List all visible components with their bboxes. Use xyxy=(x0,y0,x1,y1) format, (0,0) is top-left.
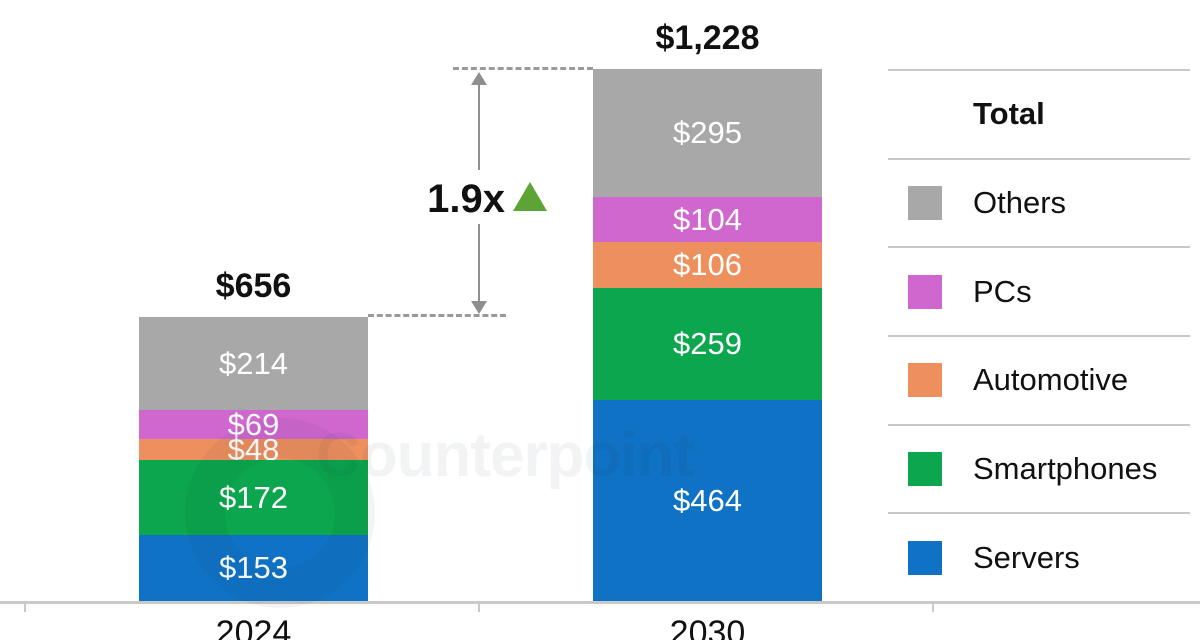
legend-item-smartphones: Smartphones xyxy=(888,423,1190,513)
legend-label: Servers xyxy=(973,539,1080,575)
growth-multiplier-label: 1.9x xyxy=(427,177,505,221)
arrow-up-icon xyxy=(471,72,487,85)
x-axis-label-2024: 2024 xyxy=(215,614,292,640)
segment-value-label: $214 xyxy=(219,345,288,381)
arrow-shaft-top xyxy=(478,84,480,170)
legend-swatch-pcs xyxy=(908,274,942,309)
legend-label: Smartphones xyxy=(973,451,1158,487)
upper-dashed-guide-line xyxy=(453,67,593,70)
x-axis-label-2030: 2030 xyxy=(669,614,746,640)
segment-value-label: $464 xyxy=(673,482,742,518)
lower-dashed-guide-line xyxy=(368,314,506,317)
bar-segment-servers-2030: $464 xyxy=(593,400,822,601)
arrow-shaft-bottom xyxy=(478,224,480,302)
x-axis-line xyxy=(0,601,1200,604)
legend-item-others: Others xyxy=(888,157,1190,247)
segment-value-label: $259 xyxy=(673,326,742,362)
legend-title: Total xyxy=(973,96,1045,132)
bar-segment-pcs-2030: $104 xyxy=(593,197,822,243)
bar-segment-others-2024: $214 xyxy=(139,316,368,410)
watermark-text: Counterpoint xyxy=(316,421,694,490)
legend-swatch-servers xyxy=(908,540,942,575)
segment-value-label: $104 xyxy=(673,201,742,237)
bar-segment-smartphones-2030: $259 xyxy=(593,287,822,401)
legend: Total Others PCs Automotive Smartphones Serv… xyxy=(888,69,1190,601)
arrow-down-icon xyxy=(471,301,487,314)
legend-label: PCs xyxy=(973,273,1032,309)
legend-swatch-automotive xyxy=(908,363,942,398)
legend-swatch-others xyxy=(908,186,942,220)
legend-item-automotive: Automotive xyxy=(888,335,1190,424)
legend-label: Automotive xyxy=(973,362,1129,398)
growth-triangle-icon xyxy=(513,182,547,211)
bar-segment-others-2030: $295 xyxy=(593,69,822,197)
legend-header-row: Total xyxy=(888,69,1190,158)
legend-item-pcs: PCs xyxy=(888,246,1190,335)
legend-swatch-smartphones xyxy=(908,452,942,487)
x-axis-tick xyxy=(932,603,934,612)
bar-total-label-2024: $656 xyxy=(215,266,292,305)
legend-item-servers: Servers xyxy=(888,512,1190,601)
legend-label: Others xyxy=(973,185,1067,220)
bar-segment-automotive-2030: $106 xyxy=(593,242,822,288)
x-axis-tick xyxy=(24,603,26,612)
segment-value-label: $106 xyxy=(673,247,742,283)
segment-value-label: $295 xyxy=(673,115,742,151)
x-axis-tick xyxy=(478,603,480,612)
bar-total-label-2030: $1,228 xyxy=(655,19,760,58)
stacked-bar-2030: $295 $104 $106 $259 $464 xyxy=(593,69,822,601)
